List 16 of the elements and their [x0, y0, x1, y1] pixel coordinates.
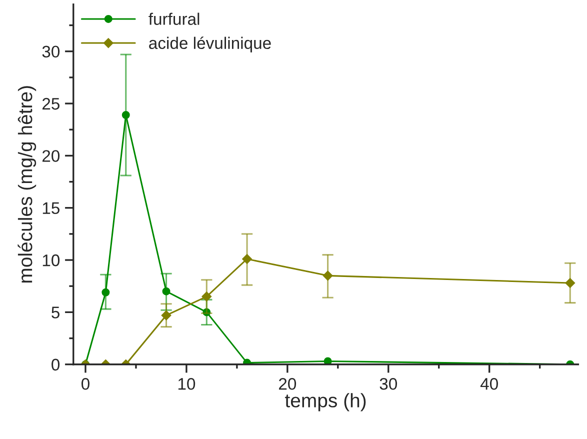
legend-label: furfural: [148, 12, 200, 25]
y-tick-label: 5: [52, 306, 60, 318]
x-tick-label: 10: [178, 378, 196, 390]
y-tick-label: 30: [42, 46, 60, 58]
x-tick-label: 0: [82, 378, 90, 390]
y-tick-label: 10: [42, 254, 60, 266]
y-tick-label: 25: [42, 98, 60, 110]
legend-label: acide lévulinique: [149, 36, 271, 52]
x-axis-title: temps (h): [285, 393, 366, 412]
y-tick-label: 0: [52, 358, 60, 371]
y-tick-label: 15: [42, 202, 60, 214]
x-tick-label: 40: [480, 378, 498, 390]
y-tick-label: 20: [42, 150, 60, 162]
y-axis-title: molécules (mg/g hêtre): [18, 86, 36, 282]
x-tick-label: 20: [278, 378, 296, 390]
x-tick-label: 30: [380, 378, 397, 390]
